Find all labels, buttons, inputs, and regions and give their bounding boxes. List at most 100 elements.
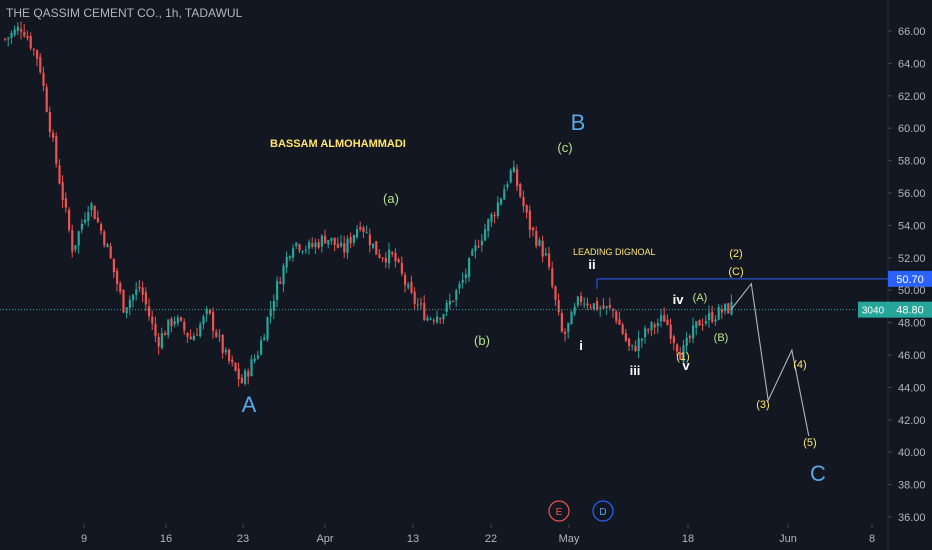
candle <box>170 316 173 333</box>
candle <box>96 210 99 224</box>
candle <box>480 234 483 252</box>
candle <box>570 310 573 325</box>
symbol-header: THE QASSIM CEMENT CO., 1h, TADAWUL <box>6 6 243 20</box>
candle <box>583 297 586 309</box>
price-axis[interactable]: 66.00 64.00 62.00 60.00 58.00 56.00 54.00 52.00… <box>888 26 926 524</box>
candle <box>426 314 429 322</box>
candle <box>138 279 141 292</box>
candle <box>477 239 480 249</box>
candle <box>154 316 157 343</box>
candle <box>164 330 167 336</box>
candle <box>228 348 231 365</box>
y-tick-label: 48.00 <box>898 318 926 330</box>
candle <box>330 237 333 245</box>
candle <box>183 318 186 335</box>
candle <box>557 293 560 316</box>
candle <box>378 249 381 259</box>
y-tick-label: 60.00 <box>898 123 926 135</box>
candle <box>282 263 285 293</box>
candle <box>420 297 423 310</box>
candle <box>32 48 35 56</box>
candle <box>714 315 717 326</box>
candle <box>544 247 547 257</box>
candle <box>343 235 346 258</box>
candle <box>490 212 493 227</box>
author-label: BASSAM ALMOHAMMADI <box>270 138 406 150</box>
candle <box>324 229 327 244</box>
candle <box>359 221 362 232</box>
event-d-marker[interactable]: D <box>592 500 614 522</box>
candle <box>634 340 637 352</box>
candle <box>122 289 125 314</box>
candle <box>701 318 704 331</box>
candles-layer <box>4 21 733 387</box>
candle <box>269 300 272 324</box>
candle <box>596 297 599 312</box>
candle <box>279 276 282 285</box>
candle <box>532 226 535 237</box>
time-axis[interactable]: 9 16 23 Apr 13 22 May 18 Jun 8 <box>81 524 875 545</box>
candle <box>215 329 218 339</box>
candle <box>429 316 432 321</box>
candle <box>333 237 336 252</box>
y-tick-label: 52.00 <box>898 253 926 265</box>
y-tick-label: 56.00 <box>898 188 926 200</box>
candle <box>7 36 10 47</box>
candle <box>256 350 259 360</box>
candle <box>471 247 474 257</box>
candle <box>685 331 688 354</box>
event-e-marker[interactable]: E <box>548 500 570 522</box>
candle <box>535 226 538 249</box>
horizontal-lines-layer: 50.70 48.80 3040 <box>0 270 932 318</box>
candle <box>224 347 227 355</box>
candle <box>698 319 701 326</box>
candle <box>320 233 323 253</box>
candle <box>317 238 320 250</box>
candle <box>464 268 467 284</box>
candle <box>64 192 67 213</box>
wave-iv-label: iv <box>673 292 685 307</box>
wave-iii-label: iii <box>630 363 641 378</box>
y-tick-label: 46.00 <box>898 350 926 362</box>
candle <box>157 333 160 355</box>
wave-p4-label: (4) <box>793 359 806 371</box>
candle <box>148 298 151 321</box>
candle <box>672 334 675 351</box>
projection-path[interactable] <box>730 282 810 437</box>
y-tick-label: 54.00 <box>898 220 926 232</box>
candle <box>493 211 496 224</box>
candle <box>439 317 442 324</box>
candle <box>461 272 464 289</box>
candle <box>452 300 455 303</box>
x-tick-label: Jun <box>779 533 797 545</box>
candle <box>442 313 445 325</box>
candle <box>525 204 528 219</box>
candle <box>16 22 19 36</box>
candle <box>205 306 208 322</box>
subwave-b-label: (b) <box>474 333 490 348</box>
wave-ii-label: ii <box>588 257 595 272</box>
candle <box>602 298 605 310</box>
candle <box>128 295 131 316</box>
candle <box>576 295 579 308</box>
candle <box>288 255 291 261</box>
candle <box>567 322 570 339</box>
wave-pa-label: (A) <box>693 292 708 304</box>
candle <box>151 310 154 330</box>
candle <box>365 225 368 234</box>
candle <box>538 237 541 247</box>
candle <box>637 330 640 359</box>
event-d-label: D <box>599 507 606 518</box>
candle <box>711 305 714 324</box>
wave-c-label: C <box>810 461 826 486</box>
candle <box>125 306 128 319</box>
candle <box>554 285 557 307</box>
candle <box>676 343 679 356</box>
candle <box>608 297 611 311</box>
candle <box>653 322 656 335</box>
candle <box>506 181 509 191</box>
candle <box>720 304 723 320</box>
candle <box>349 232 352 249</box>
projection-layer <box>730 282 810 437</box>
